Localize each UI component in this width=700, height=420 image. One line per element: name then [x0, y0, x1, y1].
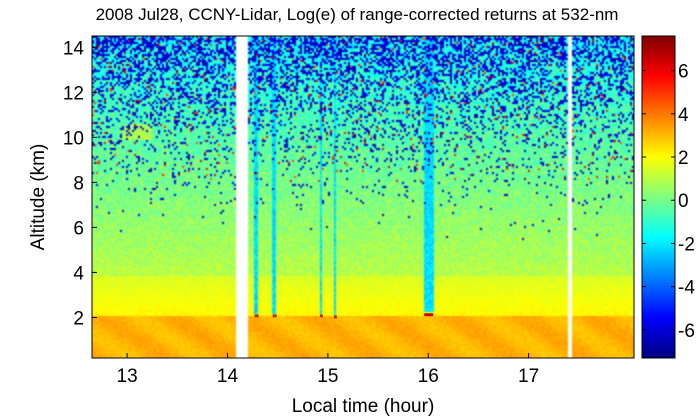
- cloud-layer: [254, 313, 434, 319]
- y-tick-label: 4: [73, 263, 84, 284]
- x-axis: 13 14 15 16 17: [117, 353, 539, 387]
- y-axis: 2 4 6 8 10 12 14: [63, 38, 97, 329]
- colorbar-tick-label: -4: [678, 278, 695, 299]
- x-tick-label: 16: [418, 366, 439, 387]
- plot-frame: [91, 35, 635, 359]
- cloud-base-mark: [424, 313, 434, 317]
- y-tick-label: 10: [63, 128, 84, 149]
- cloud-base-mark: [333, 315, 337, 319]
- colorbar-tick-label: 4: [678, 105, 689, 126]
- y-tick-label: 12: [63, 83, 84, 104]
- colorbar-gradient: [642, 36, 675, 358]
- x-tick-label: 17: [518, 366, 539, 387]
- cloud-base-mark: [319, 314, 323, 318]
- y-tick-label: 8: [73, 173, 84, 194]
- x-tick-label: 14: [217, 366, 239, 387]
- colorbar-tick-label: 2: [678, 148, 689, 169]
- colorbar-tick-label: -6: [678, 321, 695, 342]
- x-axis-label: Local time (hour): [292, 396, 435, 417]
- colorbar-frame: [641, 35, 676, 359]
- y-axis-label: Altitude (km): [28, 144, 49, 251]
- x-tick-label: 15: [317, 366, 338, 387]
- cloud-base-mark: [272, 314, 277, 318]
- colorbar-tick-label: 0: [678, 191, 689, 212]
- backscatter-heatmap: [92, 36, 634, 358]
- y-tick-label: 6: [73, 218, 84, 239]
- colorbar-tick-label: -2: [678, 234, 695, 255]
- colorbar-axis: 6 4 2 0 -2 -4 -6: [642, 62, 695, 342]
- chart-title: 2008 Jul28, CCNY-Lidar, Log(e) of range-…: [96, 5, 619, 24]
- colorbar-tick-label: 6: [678, 62, 689, 83]
- y-tick-label: 2: [73, 308, 84, 329]
- x-tick-label: 13: [117, 366, 138, 387]
- y-tick-label: 14: [63, 38, 85, 59]
- cloud-base-mark: [254, 314, 259, 318]
